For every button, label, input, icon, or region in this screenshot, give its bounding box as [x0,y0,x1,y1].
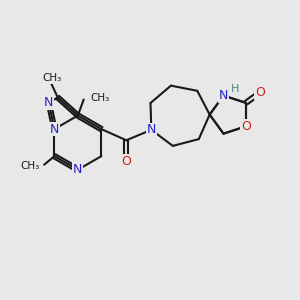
Text: N: N [147,123,156,136]
Text: N: N [50,123,59,136]
Text: CH₃: CH₃ [20,161,40,171]
Text: N: N [44,96,53,109]
Text: CH₃: CH₃ [42,74,62,83]
Text: O: O [122,155,131,168]
Text: CH₃: CH₃ [90,93,110,103]
Text: N: N [73,163,83,176]
Text: N: N [219,89,228,102]
Text: O: O [255,86,265,99]
Text: O: O [241,120,251,133]
Text: H: H [230,84,239,94]
